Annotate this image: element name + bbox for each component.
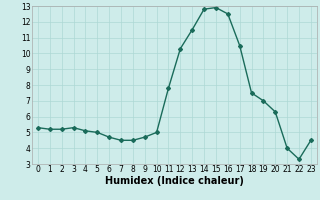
- X-axis label: Humidex (Indice chaleur): Humidex (Indice chaleur): [105, 176, 244, 186]
